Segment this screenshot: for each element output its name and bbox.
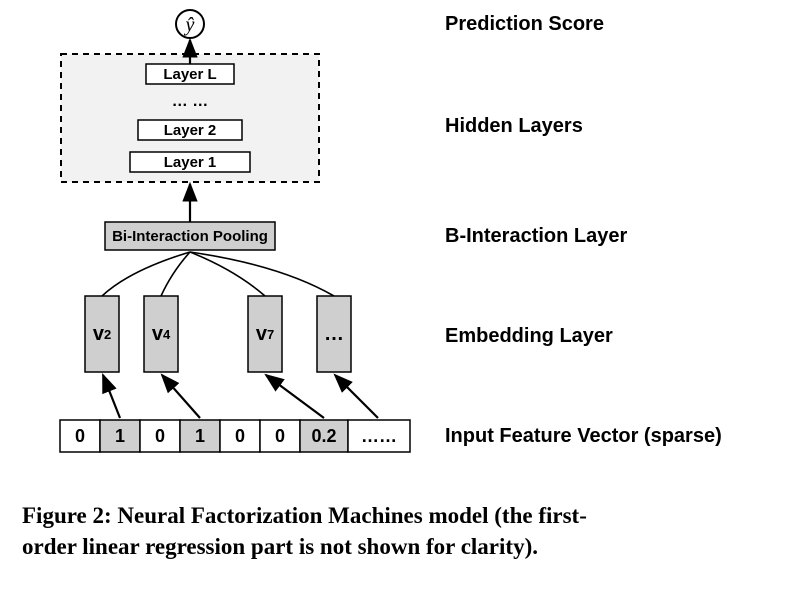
diagram-canvas: Layer L Layer 2 Layer 1 … … Bi-Interaction P… [0,0,797,590]
hidden-layers-ellipsis: … … [170,92,210,112]
pooling-box: Bi-Interaction Pooling [105,222,275,250]
hidden-layer-box-2: Layer 1 [130,152,250,172]
embedding-box-1: v4 [144,296,178,372]
embedding-box-0: v2 [85,296,119,372]
hidden-layer-box-0: Layer L [146,64,234,84]
figure-caption: Figure 2: Neural Factorization Machines … [22,500,775,562]
input-cell-1: 1 [100,420,140,452]
row-label-embedding: Embedding Layer [445,325,613,348]
input-cell-5: 0 [260,420,300,452]
input-cell-7: …… [348,420,410,452]
row-label-hidden: Hidden Layers [445,115,583,138]
row-label-prediction: Prediction Score [445,13,604,36]
input-cell-0: 0 [60,420,100,452]
row-label-input: Input Feature Vector (sparse) [445,425,722,448]
output-node: ŷ [176,10,204,38]
input-cell-4: 0 [220,420,260,452]
input-cell-2: 0 [140,420,180,452]
input-cell-3: 1 [180,420,220,452]
row-label-binteract: B-Interaction Layer [445,225,627,248]
embedding-box-3: … [317,296,351,372]
embedding-box-2: v7 [248,296,282,372]
hidden-layer-box-1: Layer 2 [138,120,242,140]
input-cell-6: 0.2 [300,420,348,452]
